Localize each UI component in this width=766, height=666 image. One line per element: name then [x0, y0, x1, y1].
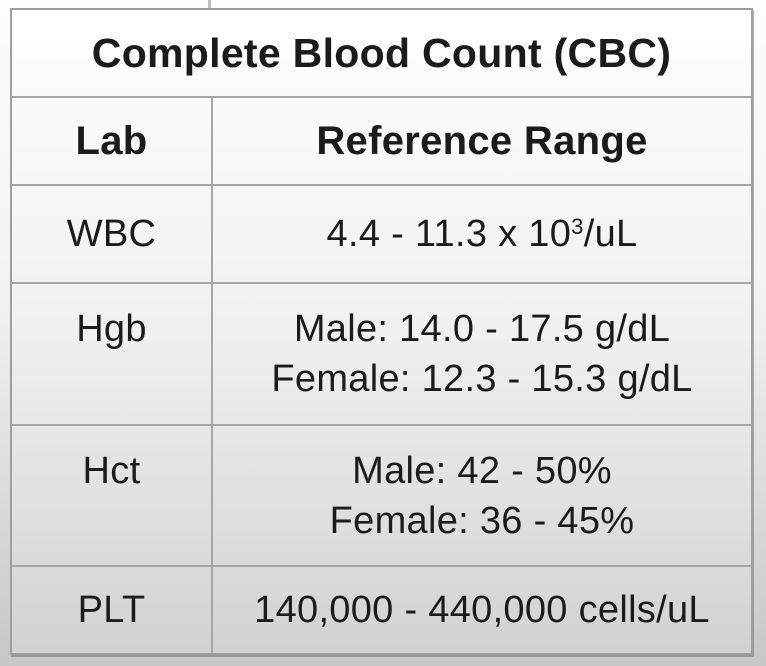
range-cell-hct: Male: 42 - 50% Female: 36 - 45%	[213, 426, 751, 567]
lab-cell-hct: Hct	[12, 426, 213, 567]
range-hct-female: Female: 36 - 45%	[329, 499, 635, 542]
cbc-reference-table: Complete Blood Count (CBC) Lab Reference…	[10, 8, 753, 655]
range-hct-male: Male: 42 - 50%	[352, 449, 612, 492]
column-header-lab: Lab	[12, 98, 213, 186]
range-cell-plt: 140,000 - 440,000 cells/uL	[213, 567, 751, 653]
range-wbc-base: 4.4 - 11.3 x 10	[326, 213, 572, 255]
range-value-wbc: 4.4 - 11.3 x 103/uL	[327, 209, 638, 259]
range-cell-wbc: 4.4 - 11.3 x 103/uL	[213, 186, 751, 284]
range-plt-value: 140,000 - 440,000 cells/uL	[254, 589, 710, 631]
lab-cell-wbc: WBC	[12, 186, 213, 284]
range-cell-hgb: Male: 14.0 - 17.5 g/dL Female: 12.3 - 15…	[213, 284, 751, 426]
range-wbc-unit: /uL	[583, 213, 638, 255]
range-hgb-female: Female: 12.3 - 15.3 g/dL	[271, 358, 693, 400]
range-wbc-exponent: 3	[571, 213, 584, 239]
divider-stub-artifact	[208, 0, 211, 9]
range-hgb-male: Male: 14.0 - 17.5 g/dL	[293, 308, 671, 350]
lab-cell-hgb: Hgb	[12, 284, 213, 426]
table-title: Complete Blood Count (CBC)	[12, 10, 751, 98]
column-header-reference-range: Reference Range	[213, 98, 751, 186]
lab-cell-plt: PLT	[12, 567, 213, 653]
